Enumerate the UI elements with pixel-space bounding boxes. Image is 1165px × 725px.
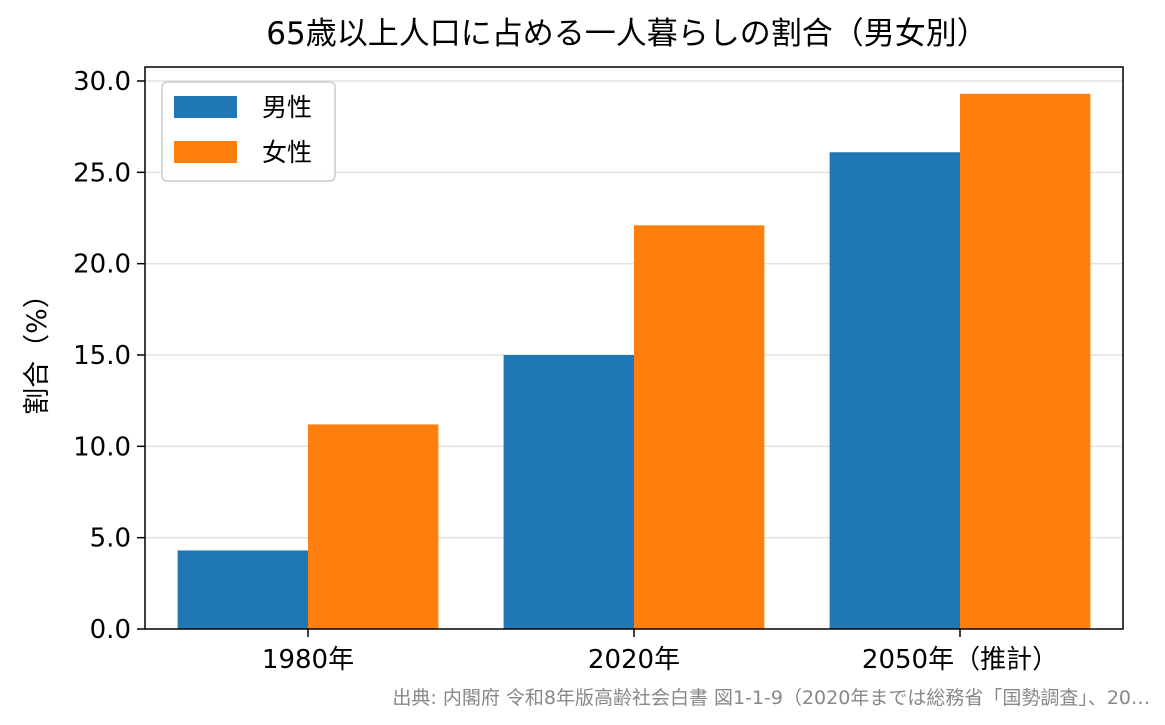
legend-swatch-male — [174, 96, 237, 118]
chart-title: 65歳以上人口に占める一人暮らしの割合（男女別） — [266, 16, 987, 52]
bar-female-2 — [960, 93, 1091, 629]
legend-label-female: 女性 — [262, 138, 312, 167]
x-tick-label: 2020年 — [588, 645, 680, 675]
legend: 男性 女性 — [161, 81, 336, 182]
bars — [177, 93, 1091, 630]
bar-male-2 — [829, 152, 960, 630]
y-tick-label: 25.0 — [73, 158, 131, 188]
x-tick-label: 2050年（推計） — [862, 645, 1058, 675]
bar-female-1 — [634, 225, 765, 629]
y-tick-label: 30.0 — [73, 67, 131, 97]
y-tick-label: 15.0 — [73, 341, 131, 371]
y-tick-label: 5.0 — [90, 524, 131, 554]
y-axis-ticks: 0.0 5.0 10.0 15.0 20.0 25.0 30.0 — [73, 67, 145, 645]
x-tick-label: 1980年 — [262, 645, 354, 675]
y-tick-label: 10.0 — [73, 432, 131, 462]
legend-swatch-female — [174, 141, 237, 163]
bar-male-0 — [177, 550, 308, 629]
y-tick-label: 0.0 — [90, 615, 131, 645]
y-axis-label: 割合（%） — [22, 281, 53, 415]
y-tick-label: 20.0 — [73, 250, 131, 280]
bar-male-1 — [503, 355, 634, 629]
bar-female-0 — [308, 424, 439, 629]
legend-label-male: 男性 — [262, 93, 312, 122]
source-note: 出典: 内閣府 令和8年版高齢社会白書 図1-1-9（2020年までは総務省「国… — [392, 687, 1150, 709]
x-axis-ticks: 1980年 2020年 2050年（推計） — [262, 629, 1058, 675]
